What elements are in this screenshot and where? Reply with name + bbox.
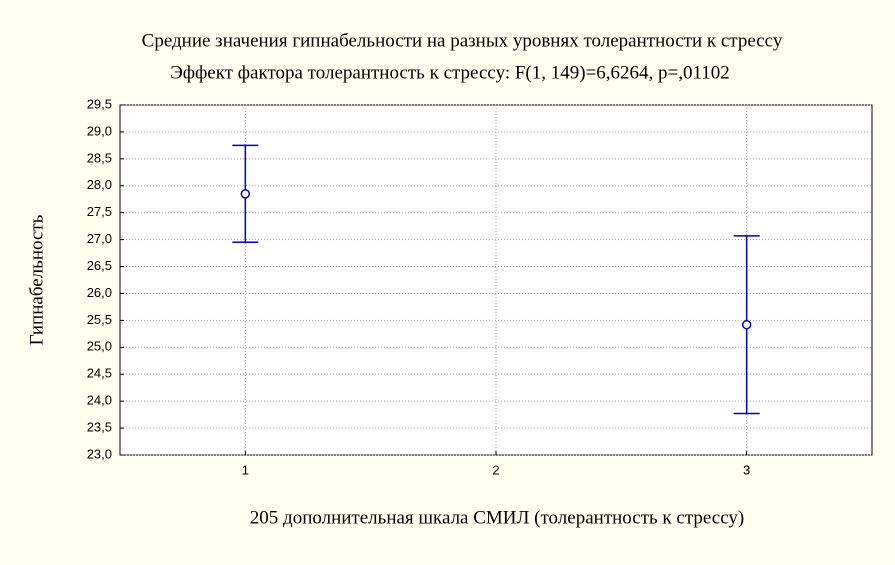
y-tick-label: 29,0 [87,123,112,138]
y-tick-label: 27,5 [87,204,112,219]
y-tick-label: 23,5 [87,420,112,435]
y-tick-label: 24,0 [87,393,112,408]
y-tick-label: 25,5 [87,312,112,327]
mean-marker [741,319,752,330]
mean-marker [240,189,251,199]
x-axis-label: 205 дополнительная шкала СМИЛ (толерантн… [250,507,744,528]
y-tick-label: 24,5 [87,366,112,381]
y-tick-label: 23,0 [87,446,112,461]
x-tick-label: 2 [492,462,499,477]
y-tick-label: 26,0 [87,285,112,300]
y-axis-label: Гипнабельность [26,214,47,345]
chart-subtitle: Эффект фактора толерантность к стрессу: … [170,62,730,83]
y-tick-label: 27,0 [87,231,112,246]
y-tick-label: 28,0 [87,177,112,192]
y-tick-label: 25,0 [87,339,112,354]
chart-title: Средние значения гипнабельности на разны… [142,30,783,51]
y-tick-label: 26,5 [87,258,112,273]
y-tick-label: 28,5 [87,150,112,165]
y-tick-label: 29,5 [87,96,112,111]
x-tick-label: 1 [242,462,249,477]
x-tick-label: 3 [743,462,750,477]
